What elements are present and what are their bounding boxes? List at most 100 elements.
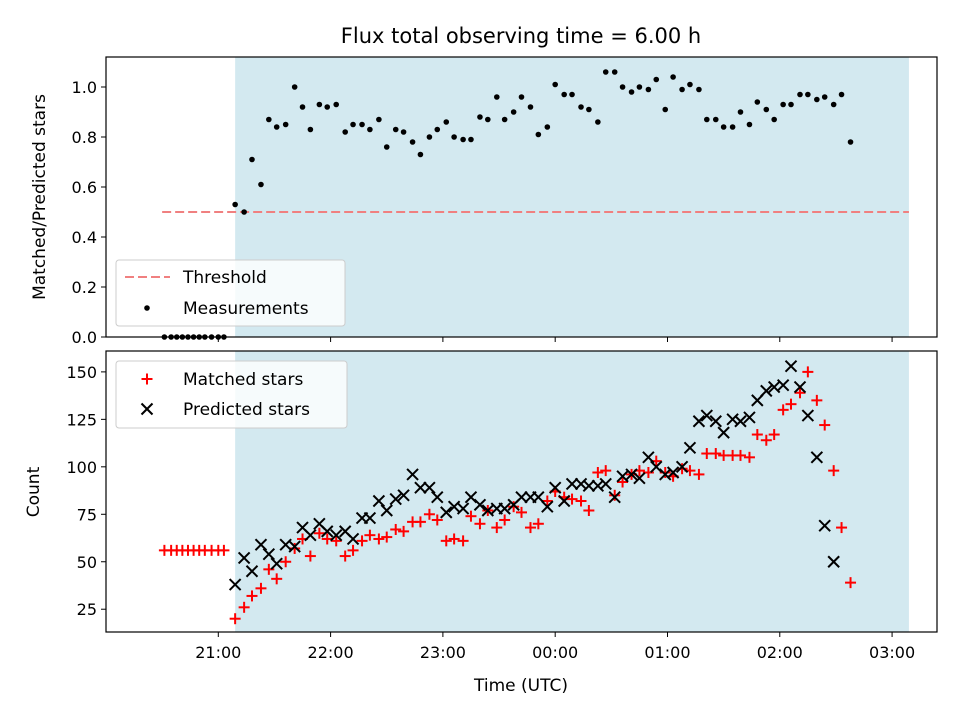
predicted-point-b (608, 490, 621, 504)
predicted-point (700, 409, 713, 422)
predicted-point (683, 441, 697, 455)
matched-point (575, 495, 587, 507)
measurement-point (376, 116, 382, 123)
measurement-point (501, 116, 508, 123)
y-tick-label: 50 (77, 553, 97, 572)
predicted-point (827, 555, 840, 568)
legend-measurements-label: Measurements (183, 299, 309, 319)
predicted-point (389, 492, 402, 506)
matched-point (304, 550, 316, 562)
matched-point (583, 504, 595, 516)
matched-point (743, 451, 755, 463)
matched-point (617, 476, 629, 488)
predicted-point (751, 394, 764, 407)
y-tick-label: 100 (66, 458, 97, 477)
predicted-point-b (683, 441, 697, 455)
measurement-point (307, 126, 314, 133)
measurement-point (763, 106, 770, 113)
matched-point (760, 434, 772, 446)
matched-point (609, 489, 621, 501)
measurement-point (720, 124, 727, 130)
predicted-point-b (717, 426, 730, 439)
measurement-point (805, 91, 811, 98)
bottom-legend: Matched stars Predicted stars (115, 360, 348, 429)
predicted-point (245, 565, 259, 578)
predicted-point-b (760, 384, 773, 398)
measurement-point (602, 69, 609, 75)
measurement-point (662, 106, 669, 113)
measurement-point (359, 121, 365, 128)
matched-point (474, 518, 486, 530)
predicted-point (541, 500, 554, 513)
top-legend: Threshold Measurements (115, 259, 346, 327)
predicted-point-b (818, 519, 831, 532)
matched-point (330, 535, 342, 547)
predicted-point-b (237, 551, 251, 565)
predicted-point-b (228, 578, 242, 591)
measurement-point (552, 81, 558, 88)
predicted-point-b (288, 540, 301, 553)
y-tick-label: 0.0 (72, 328, 97, 347)
measurement-point (485, 116, 491, 123)
predicted-point-b (751, 394, 764, 407)
measurement-point (232, 201, 238, 208)
predicted-point (304, 528, 317, 542)
x-tick-label: 22:00 (308, 643, 354, 662)
predicted-point-b (515, 490, 528, 504)
predicted-point-b (338, 525, 352, 538)
predicted-point (717, 426, 730, 439)
predicted-point-b (296, 521, 309, 534)
measurement-point (273, 124, 280, 130)
predicted-point (440, 506, 453, 519)
matched-point (785, 398, 797, 410)
matched-point (642, 467, 654, 479)
measurement-point (535, 131, 542, 138)
predicted-point (406, 468, 419, 481)
predicted-point (288, 540, 301, 553)
predicted-point-b (776, 378, 790, 392)
matched-point (246, 590, 258, 602)
predicted-point (810, 451, 824, 464)
matched-point (263, 563, 275, 575)
measurement-point (771, 116, 777, 123)
legend-threshold-label: Threshold (182, 268, 267, 288)
matched-point (693, 468, 705, 480)
matched-point (566, 493, 578, 505)
y-tick-label: 1.0 (72, 78, 97, 97)
y-tick-label: 150 (66, 363, 97, 382)
predicted-point-b (591, 479, 605, 493)
matched-point (508, 501, 520, 513)
measurement-point (544, 124, 551, 130)
predicted-point-b (810, 451, 824, 464)
measurement-point (645, 86, 652, 93)
predicted-point-b (423, 481, 436, 494)
matched-point (238, 601, 250, 613)
matched-point (532, 518, 544, 530)
predicted-point (237, 551, 251, 565)
measurement-point (426, 134, 433, 140)
predicted-point-b (245, 565, 259, 578)
predicted-point-b (440, 506, 453, 519)
matched-point (676, 463, 688, 475)
legend-measurements-swatch (144, 305, 150, 311)
matched-point (541, 495, 553, 507)
predicted-point-b (827, 555, 840, 568)
legend-predicted-label: Predicted stars (183, 400, 310, 420)
predicted-point-b (666, 466, 680, 479)
predicted-point (346, 532, 360, 546)
predicted-point (675, 460, 689, 474)
predicted-point-b (346, 532, 360, 546)
measurement-point (847, 139, 854, 145)
matched-point (710, 448, 722, 460)
y-tick-label: 0.6 (72, 178, 97, 197)
predicted-point (666, 466, 680, 479)
top-y-axis-label: Matched/Predicted stars (30, 94, 50, 300)
matched-point (289, 542, 301, 554)
predicted-point-b (700, 409, 713, 422)
measurement-point (703, 116, 710, 123)
measurement-point (409, 139, 416, 145)
measurement-point (367, 126, 373, 133)
predicted-point (548, 481, 562, 494)
matched-point (659, 467, 671, 479)
top-panel: 0.0 0.2 0.4 0.6 0.8 1.0 Matched/Predicted sta… (30, 56, 938, 347)
